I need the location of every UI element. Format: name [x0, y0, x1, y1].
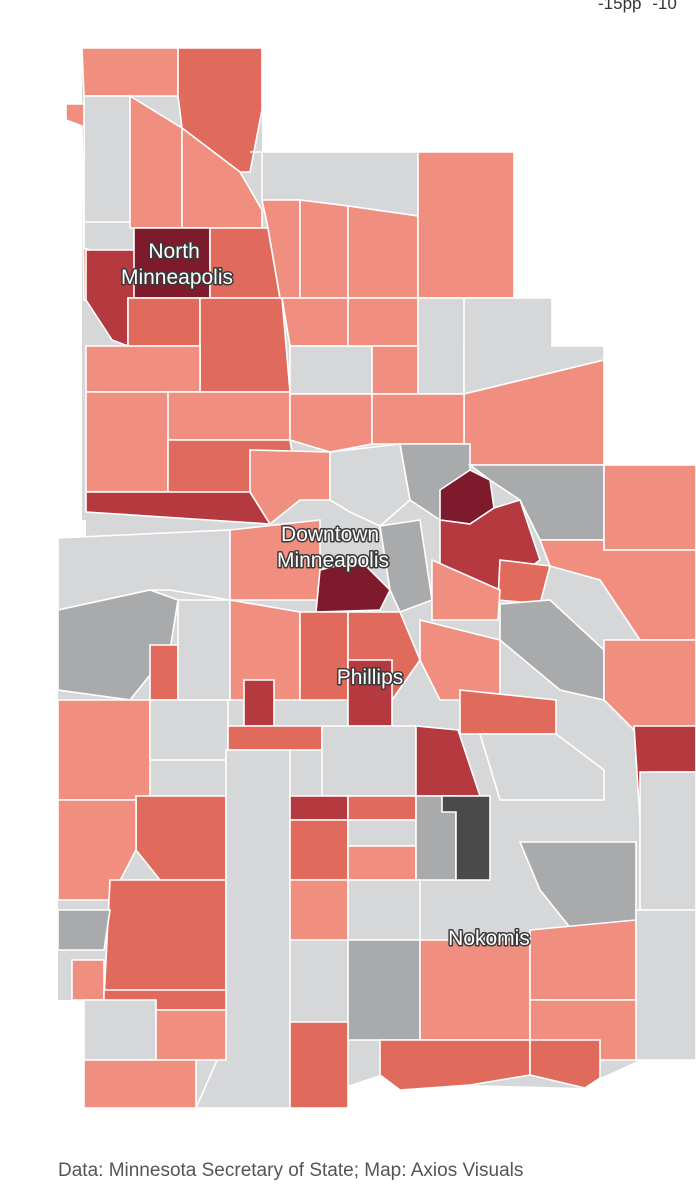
precinct: [289, 393, 373, 453]
label-phillips: Phillips: [337, 666, 404, 689]
label-nokomis: Nokomis: [448, 927, 530, 950]
precinct: [347, 297, 419, 347]
precinct: [103, 879, 227, 1001]
precinct: [289, 795, 349, 821]
precinct: [57, 909, 111, 951]
precinct: [497, 559, 552, 605]
precinct: [281, 297, 349, 347]
precinct: [155, 1009, 227, 1061]
precinct: [57, 799, 137, 901]
precinct: [83, 95, 131, 223]
precinct: [639, 771, 696, 911]
precinct: [83, 1059, 197, 1109]
precinct: [149, 644, 179, 701]
precinct: [57, 699, 151, 801]
precinct: [289, 819, 349, 881]
precinct: [321, 725, 417, 797]
label-downtown-minneapolis: Downtown Minneapolis: [277, 523, 389, 572]
precinct: [199, 297, 291, 393]
precinct: [289, 879, 349, 941]
precinct: [347, 205, 419, 299]
precinct: [299, 199, 349, 299]
precinct: [603, 464, 696, 551]
precincts: [57, 47, 696, 1109]
precinct: [419, 939, 531, 1041]
precinct: [135, 795, 227, 881]
precinct: [371, 393, 465, 445]
precinct: [177, 47, 263, 173]
precinct: [289, 1021, 349, 1109]
legend-tick-1: -15pp: [598, 0, 642, 13]
precinct: [83, 999, 157, 1061]
precinct-map: North Minneapolis Downtown Minneapolis P…: [57, 47, 696, 1109]
precinct: [538, 539, 696, 641]
precinct: [347, 845, 417, 881]
label-north-minneapolis: North Minneapolis: [121, 240, 233, 289]
source-credit: Data: Minnesota Secretary of State; Map:…: [58, 1160, 524, 1181]
place-labels: North Minneapolis Downtown Minneapolis P…: [119, 239, 531, 952]
precinct: [227, 725, 323, 751]
precinct: [289, 345, 373, 395]
precinct: [417, 151, 515, 299]
precinct: [347, 819, 417, 847]
precinct: [431, 558, 501, 621]
precinct: [81, 47, 179, 97]
legend-ticks: -15pp -10: [598, 0, 683, 14]
precinct: [71, 959, 105, 1001]
precinct: [177, 599, 231, 701]
precinct: [315, 559, 391, 613]
legend-tick-2: -10: [652, 0, 677, 13]
precinct: [441, 795, 491, 881]
precinct: [478, 733, 605, 801]
precinct: [371, 345, 419, 395]
precinct: [347, 879, 421, 941]
precinct: [379, 519, 433, 614]
precinct: [529, 919, 637, 1001]
precinct: [347, 939, 421, 1041]
precinct: [529, 1039, 601, 1089]
precinct: [85, 345, 201, 393]
precinct: [167, 391, 291, 441]
precinct: [243, 679, 275, 727]
precinct: [149, 699, 229, 761]
precinct: [127, 297, 201, 347]
precinct: [635, 909, 696, 1061]
precinct: [181, 126, 263, 229]
precinct: [347, 795, 417, 821]
